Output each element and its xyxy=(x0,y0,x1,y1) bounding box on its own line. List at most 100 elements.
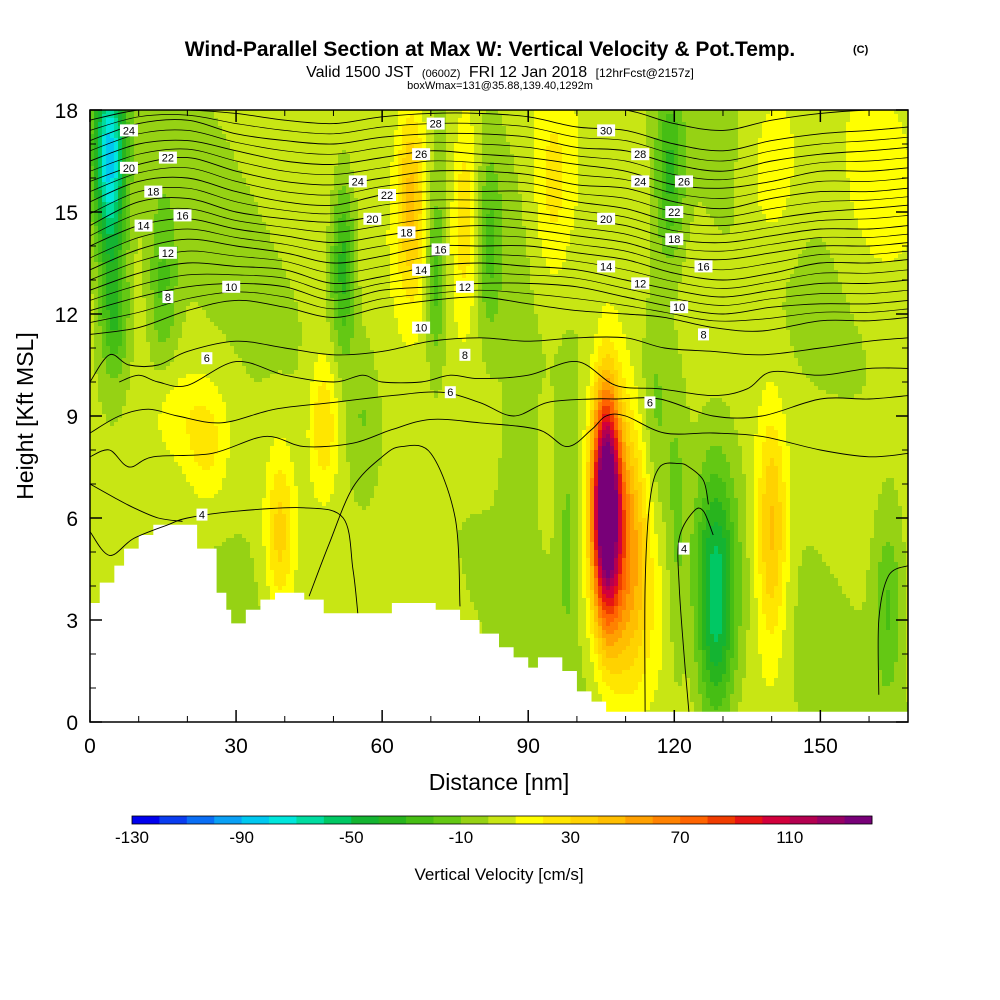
w-cell xyxy=(134,498,139,503)
w-cell xyxy=(114,338,119,343)
w-cell xyxy=(106,378,111,383)
w-cell xyxy=(122,190,127,195)
w-cell xyxy=(98,150,103,155)
w-cell xyxy=(126,478,131,483)
w-cell xyxy=(106,534,111,539)
w-cell xyxy=(94,338,99,343)
w-cell xyxy=(114,202,119,207)
w-cell xyxy=(114,390,119,395)
w-cell xyxy=(110,382,115,387)
w-cell xyxy=(110,242,115,247)
w-cell xyxy=(102,242,107,247)
w-cell xyxy=(122,210,127,215)
w-cell xyxy=(110,134,115,139)
w-cell xyxy=(118,422,123,427)
w-cell xyxy=(106,406,111,411)
w-cell xyxy=(122,506,127,511)
w-cell xyxy=(102,198,107,203)
w-cell xyxy=(138,194,143,199)
w-cell xyxy=(102,558,107,563)
w-cell xyxy=(122,538,127,543)
w-cell xyxy=(130,510,135,515)
w-cell xyxy=(114,378,119,383)
w-cell xyxy=(138,134,143,139)
w-cell xyxy=(102,390,107,395)
w-cell xyxy=(118,370,123,375)
w-cell xyxy=(126,282,131,287)
w-cell xyxy=(110,502,115,507)
w-cell xyxy=(118,438,123,443)
w-cell xyxy=(110,526,115,531)
w-cell xyxy=(122,418,127,423)
w-cell xyxy=(130,338,135,343)
w-cell xyxy=(94,182,99,187)
w-cell xyxy=(114,394,119,399)
w-cell xyxy=(98,242,103,247)
w-cell xyxy=(106,450,111,455)
w-cell xyxy=(130,314,135,319)
w-cell xyxy=(102,298,107,303)
w-cell xyxy=(118,190,123,195)
w-cell xyxy=(110,538,115,543)
w-cell xyxy=(118,346,123,351)
w-cell xyxy=(122,454,127,459)
w-cell xyxy=(126,522,131,527)
w-cell xyxy=(106,334,111,339)
w-cell xyxy=(126,234,131,239)
w-cell xyxy=(98,214,103,219)
w-cell xyxy=(102,170,107,175)
w-cell xyxy=(94,282,99,287)
w-cell xyxy=(98,430,103,435)
w-cell xyxy=(130,454,135,459)
w-cell xyxy=(126,474,131,479)
w-cell xyxy=(134,306,139,311)
w-cell xyxy=(138,242,143,247)
w-cell xyxy=(130,418,135,423)
w-cell xyxy=(122,142,127,147)
w-cell xyxy=(134,414,139,419)
w-cell xyxy=(94,466,99,471)
w-cell xyxy=(122,350,127,355)
w-cell xyxy=(106,438,111,443)
w-cell xyxy=(130,194,135,199)
w-cell xyxy=(130,498,135,503)
w-cell xyxy=(110,230,115,235)
w-cell xyxy=(98,138,103,143)
w-cell xyxy=(122,438,127,443)
w-cell xyxy=(98,342,103,347)
w-cell xyxy=(126,290,131,295)
w-cell xyxy=(130,322,135,327)
w-cell xyxy=(110,146,115,151)
w-cell xyxy=(106,374,111,379)
w-cell xyxy=(94,494,99,499)
w-cell xyxy=(110,266,115,271)
w-cell xyxy=(102,466,107,471)
w-cell xyxy=(102,322,107,327)
w-cell xyxy=(126,530,131,535)
w-cell xyxy=(130,354,135,359)
w-cell xyxy=(122,522,127,527)
w-cell xyxy=(106,434,111,439)
w-cell xyxy=(94,566,99,571)
w-cell xyxy=(110,322,115,327)
w-cell xyxy=(122,234,127,239)
w-cell xyxy=(122,518,127,523)
w-cell xyxy=(98,530,103,535)
w-cell xyxy=(94,590,99,595)
w-cell xyxy=(110,310,115,315)
w-cell xyxy=(94,438,99,443)
w-cell xyxy=(102,382,107,387)
w-cell xyxy=(114,310,119,315)
w-cell xyxy=(102,334,107,339)
w-cell xyxy=(98,466,103,471)
w-cell xyxy=(118,538,123,543)
w-cell xyxy=(98,522,103,527)
w-cell xyxy=(110,306,115,311)
forecast-info: [12hrFcst@2157z] xyxy=(596,66,694,80)
w-cell xyxy=(114,334,119,339)
w-cell xyxy=(134,350,139,355)
w-cell xyxy=(110,262,115,267)
w-cell xyxy=(102,438,107,443)
w-cell xyxy=(126,394,131,399)
w-cell xyxy=(102,506,107,511)
